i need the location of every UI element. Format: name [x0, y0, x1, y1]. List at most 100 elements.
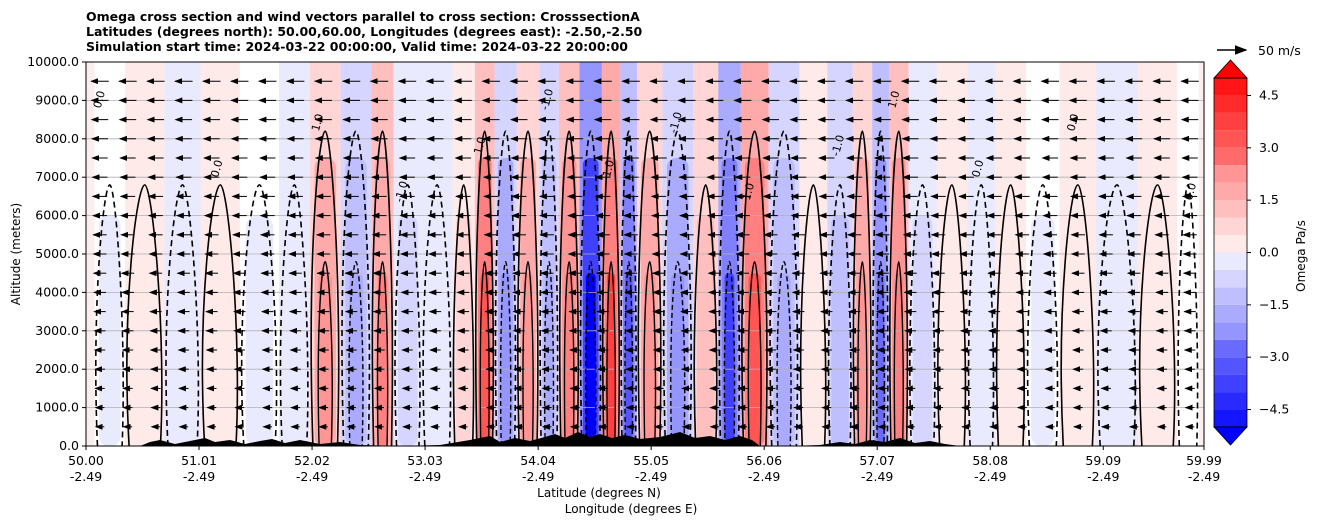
contour-positive — [371, 130, 394, 446]
colorbar-tick-label: 3.0 — [1259, 140, 1279, 155]
omega-core-strong — [625, 273, 633, 446]
plot-area: 0.00.01.0-1.01.0-1.01.0-1.01.0-1.01.00.0… — [86, 62, 1204, 446]
colorbar-segment — [1214, 112, 1247, 131]
contour-label: 0.0 — [969, 158, 986, 178]
contour-negative — [1026, 184, 1059, 446]
y-tick-label: 5000.0 — [35, 246, 79, 261]
contour-positive — [693, 184, 718, 446]
contour-negative — [769, 130, 799, 446]
colorbar-segment — [1214, 252, 1247, 270]
quiver-key-label: 50 m/s — [1258, 43, 1301, 58]
colorbar-segment — [1214, 269, 1247, 288]
omega-core-strong — [894, 273, 904, 446]
wind-vectors — [90, 78, 1199, 430]
omega-core-strong — [318, 273, 332, 446]
x-tick-label-longitude: -2.49 — [861, 469, 893, 484]
x-tick-label-latitude: 53.03 — [407, 453, 443, 468]
omega-core-strong — [876, 273, 885, 446]
x-tick-label-longitude: -2.49 — [974, 469, 1006, 484]
contour-positive — [126, 184, 163, 446]
contour-positive — [201, 184, 239, 446]
colorbar-segment — [1214, 78, 1247, 96]
omega-core-strong — [564, 273, 574, 446]
contour-negative — [776, 260, 792, 446]
contour-negative — [494, 130, 517, 446]
omega-core-strong — [480, 273, 489, 446]
contour-positive — [606, 260, 617, 446]
y-tick-label: 9000.0 — [35, 92, 79, 107]
x-tick-label-longitude: -2.49 — [635, 469, 667, 484]
colorbar-segment — [1214, 95, 1247, 113]
colorbar-label: Omega Pa/s — [1294, 220, 1308, 292]
contour-positive — [637, 130, 662, 446]
colorbar-segment — [1214, 392, 1247, 410]
omega-core-strong — [523, 273, 533, 446]
x-tick-label-latitude: 51.01 — [181, 453, 217, 468]
contour-positive — [558, 130, 580, 446]
colorbar-segment — [1214, 200, 1247, 218]
colorbar-segment — [1214, 287, 1247, 305]
colorbar-segment — [1214, 165, 1247, 183]
contour-positive — [601, 130, 621, 446]
x-tick-label-latitude: 58.08 — [972, 453, 1008, 468]
colorbar-extend-max — [1213, 59, 1248, 79]
x-tick-label-longitude: -2.49 — [183, 469, 215, 484]
colorbar-segment — [1214, 130, 1247, 148]
contour-positive — [937, 184, 967, 446]
chart-title-line-3: Simulation start time: 2024-03-22 00:00:… — [86, 39, 628, 54]
colorbar-segment — [1214, 235, 1247, 253]
contour-label: 1.0 — [885, 89, 902, 109]
contour-positive — [857, 260, 868, 446]
contour-label: 0.0 — [208, 158, 225, 178]
chart-title-line-2: Latitudes (degrees north): 50.00,60.00, … — [86, 24, 643, 39]
colorbar-segment — [1214, 304, 1247, 323]
contour-label: 0.0 — [91, 89, 108, 109]
y-tick-label: 0.0 — [59, 438, 79, 453]
contour-negative — [240, 184, 278, 446]
colorbar-segment — [1214, 147, 1247, 166]
contour-negative — [539, 130, 559, 446]
colorbar-extend-min — [1213, 426, 1248, 446]
contour-positive — [995, 184, 1025, 446]
x-tick-label-latitude: 50.00 — [68, 453, 104, 468]
x-axis-label-latitude: Latitude (degrees N) — [537, 486, 661, 500]
contour-negative — [620, 130, 637, 446]
colorbar-tick-label: 4.5 — [1259, 87, 1279, 102]
contour-negative — [909, 184, 936, 446]
x-axis-label-longitude: Longitude (degrees E) — [565, 502, 698, 516]
contour-negative — [872, 130, 889, 446]
omega-core-strong — [644, 273, 656, 446]
y-tick-label: 1000.0 — [35, 400, 79, 415]
y-tick-label: 7000.0 — [35, 169, 79, 184]
omega-core-strong — [349, 273, 363, 446]
contour-negative — [579, 130, 602, 446]
contour-positive — [452, 184, 475, 446]
x-tick-label-longitude: -2.49 — [296, 469, 328, 484]
y-axis: 0.0 1000.0 2000.0 3000.0 4000.0 5000.0 6000.0 7… — [27, 54, 86, 453]
contour-negative — [1177, 184, 1199, 446]
y-tick-label: 6000.0 — [35, 208, 79, 223]
y-tick-label: 10000.0 — [27, 54, 79, 69]
omega-core-strong — [377, 273, 388, 446]
omega-core-strong — [544, 273, 554, 446]
contour-positive — [852, 130, 872, 446]
colorbar-tick-label: −1.5 — [1259, 297, 1289, 312]
omega-core-strong — [858, 273, 867, 446]
contour-negative — [662, 130, 692, 446]
x-tick-label-longitude: -2.49 — [1188, 469, 1220, 484]
colorbar-segment — [1214, 339, 1247, 358]
contour-label: 1.0 — [600, 158, 617, 178]
quiver-key: 50 m/s — [1217, 43, 1301, 58]
contour-negative — [394, 184, 421, 446]
x-tick-label-longitude: -2.49 — [1087, 469, 1119, 484]
contour-positive — [522, 260, 534, 446]
y-tick-label: 4000.0 — [35, 284, 79, 299]
contour-negative — [584, 260, 597, 446]
contour-negative — [967, 184, 995, 446]
contour-label: -1.0 — [667, 110, 685, 134]
y-tick-label: 2000.0 — [35, 361, 79, 376]
colorbar-segment — [1214, 182, 1247, 201]
omega-contour-lines: 0.00.01.0-1.01.0-1.01.0-1.01.0-1.01.00.0… — [91, 87, 1199, 446]
contour-positive — [563, 260, 575, 446]
x-tick-label-latitude: 55.05 — [633, 453, 669, 468]
